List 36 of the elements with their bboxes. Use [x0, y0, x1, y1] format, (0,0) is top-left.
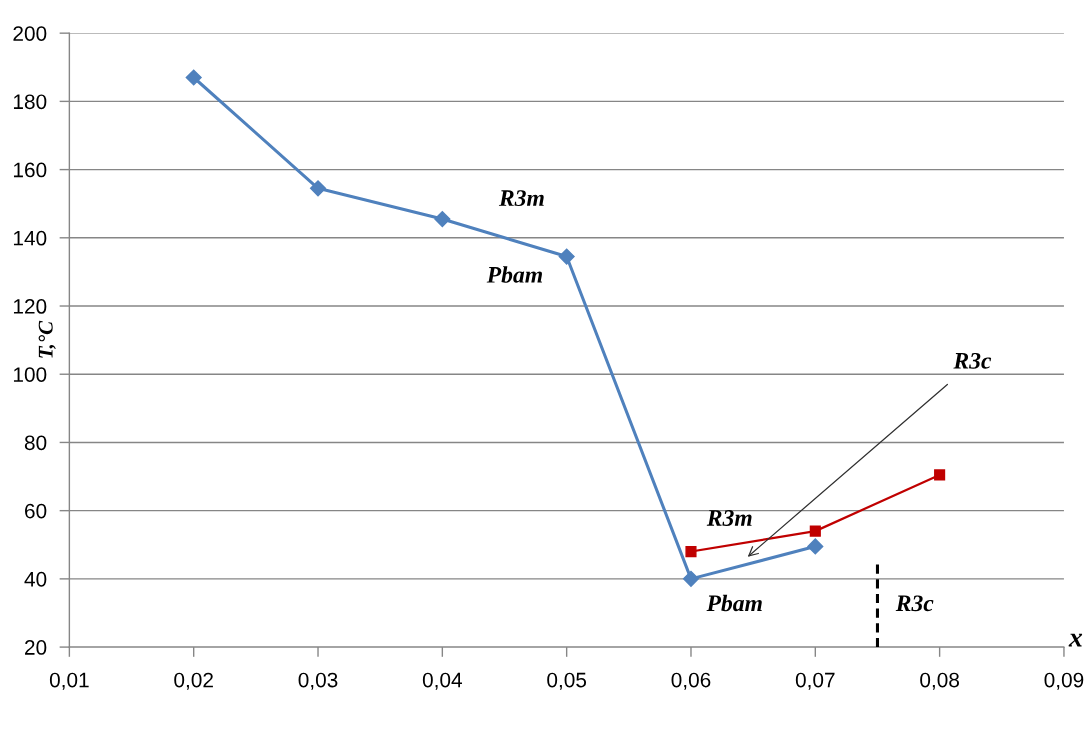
- point: [309, 180, 327, 197]
- x-tick-label: 0,05: [547, 672, 587, 690]
- x-tick-label: 0,08: [920, 672, 959, 690]
- x-tick-label: 0,01: [49, 672, 89, 690]
- annotation: Pbam: [486, 266, 543, 283]
- x-tick-label: 0,02: [174, 672, 213, 690]
- annotation: R3c: [953, 352, 992, 369]
- y-tick-label: 180: [13, 94, 47, 110]
- point: [807, 538, 824, 555]
- y-tick-label: 120: [13, 299, 47, 314]
- x-axis-title: x: [1068, 633, 1083, 647]
- y-tick-label: 80: [24, 435, 47, 451]
- x-tick-label: 0,09: [1044, 672, 1084, 690]
- y-tick-label: 200: [13, 26, 47, 41]
- y-tick-label: 160: [13, 162, 47, 178]
- annotation: Pbam: [706, 594, 762, 612]
- x-tick-label: 0,04: [422, 672, 462, 690]
- point: [185, 69, 202, 86]
- point: [934, 469, 946, 481]
- y-tick-label: 20: [25, 640, 47, 655]
- point: [809, 525, 821, 537]
- point: [558, 248, 575, 265]
- x-tick-label: 0,07: [795, 672, 835, 690]
- point: [685, 546, 697, 558]
- x-tick-label: 0,06: [671, 672, 711, 690]
- y-tick-label: 100: [13, 367, 47, 382]
- point: [434, 210, 451, 228]
- annotation: R3m: [706, 510, 752, 526]
- y-axis-title: T,°C: [38, 320, 56, 358]
- y-tick-label: 140: [13, 230, 47, 246]
- y-tick-label: 40: [24, 571, 47, 587]
- annotation: R3c: [895, 595, 934, 612]
- x-tick-label: 0,03: [298, 672, 338, 690]
- point: [682, 570, 700, 587]
- annotation: R3m: [498, 190, 544, 207]
- y-tick-label: 60: [25, 503, 47, 519]
